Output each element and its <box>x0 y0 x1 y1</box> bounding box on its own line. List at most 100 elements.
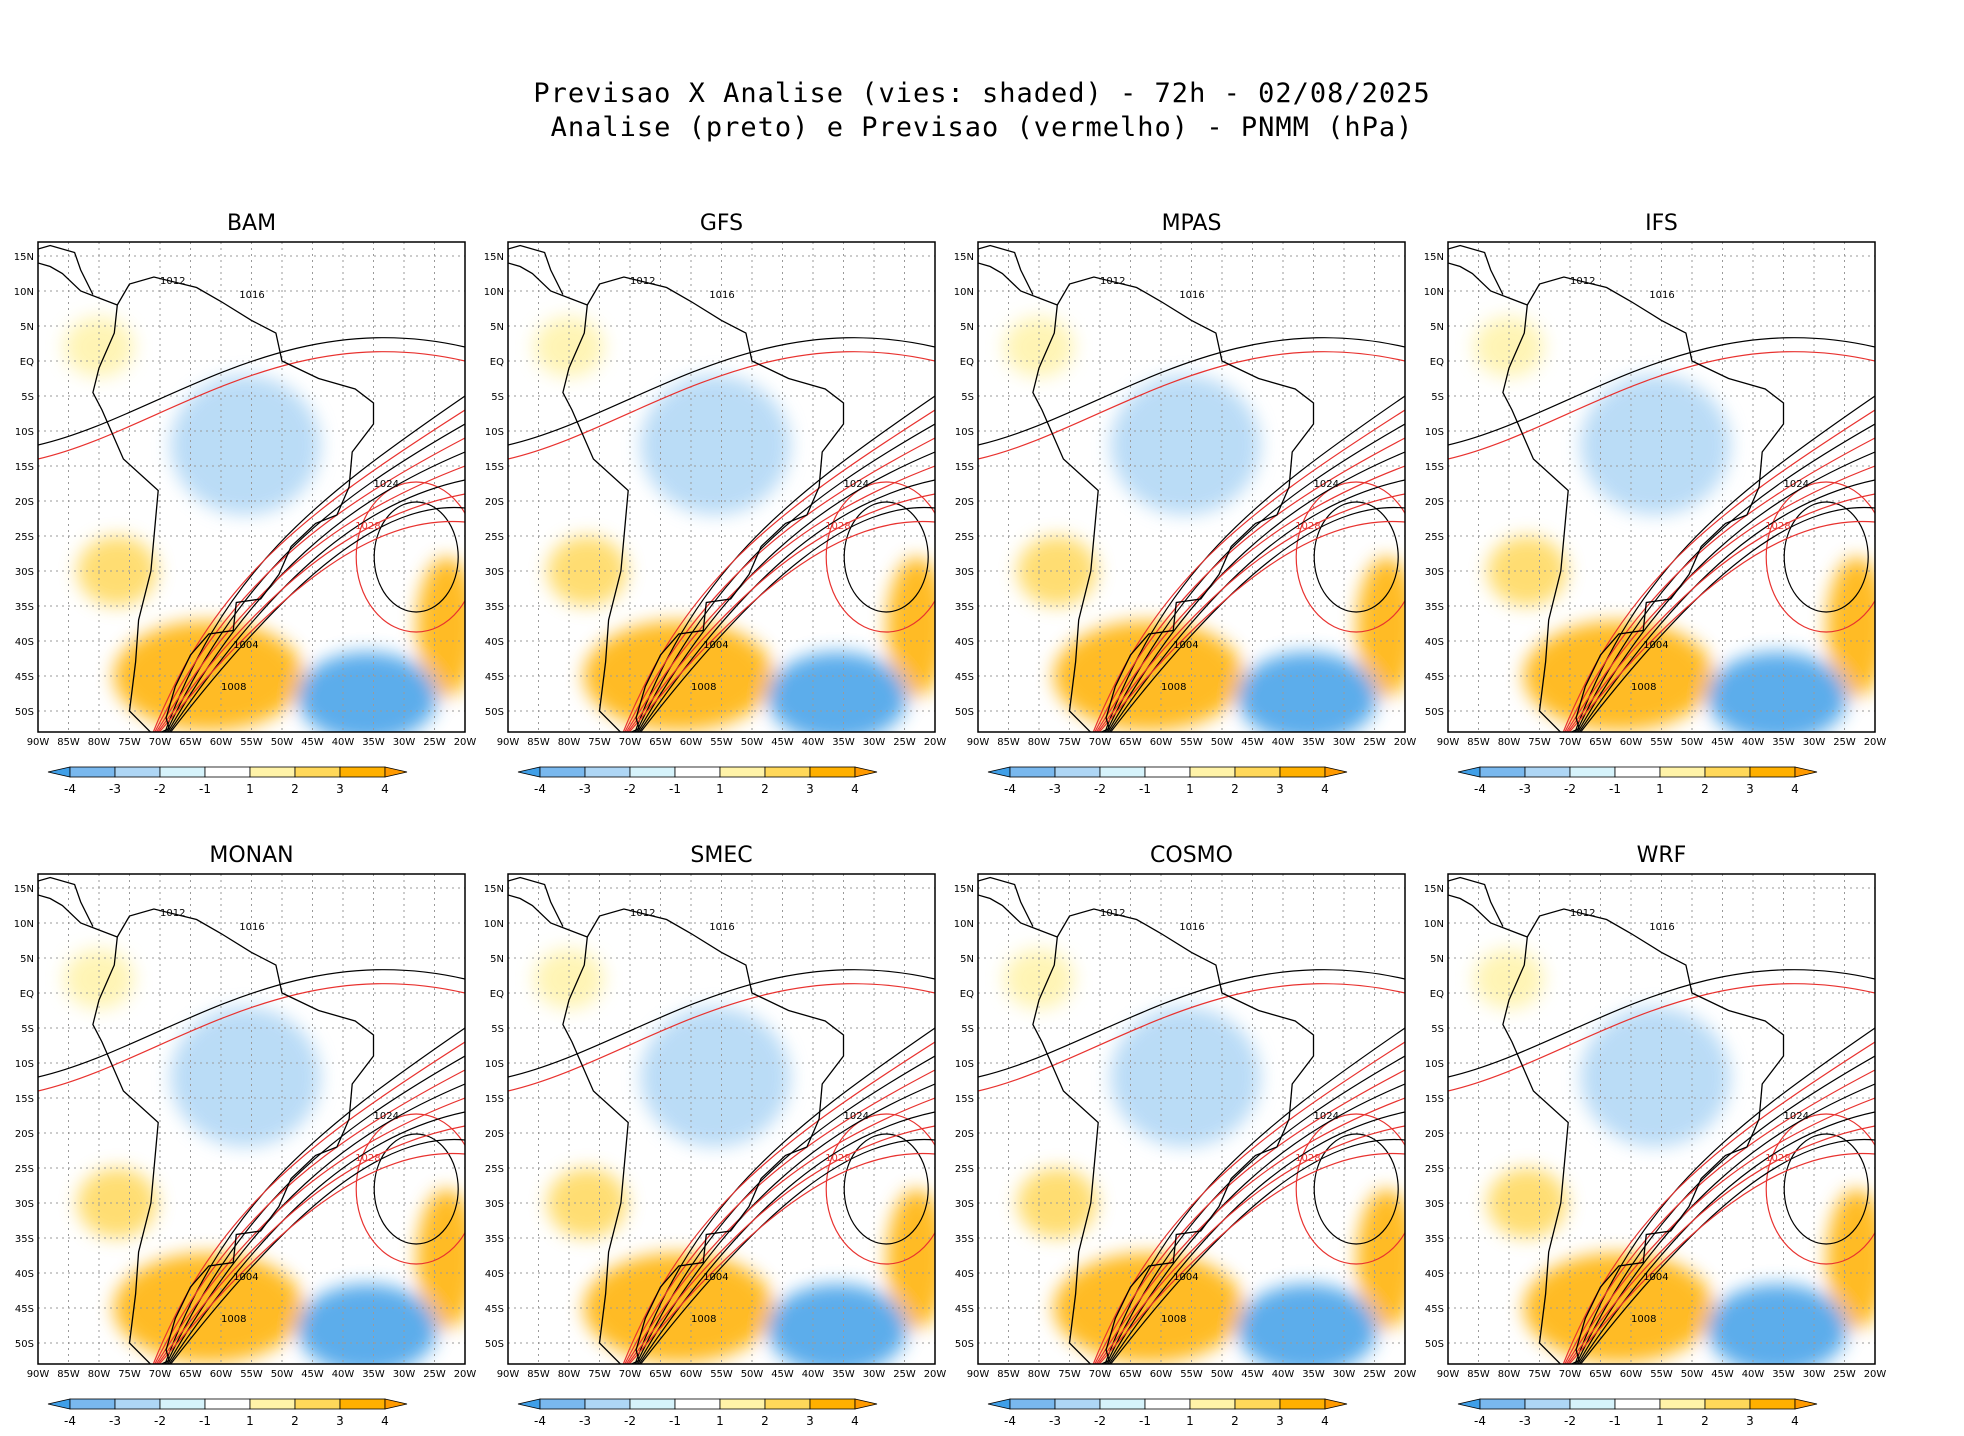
lon-tick-label: 85W <box>57 737 80 748</box>
lon-tick-label: 80W <box>1498 737 1521 748</box>
panel-title: GFS <box>700 211 743 236</box>
lat-tick-label: 20S <box>485 497 504 508</box>
positive-bias-area <box>64 317 134 377</box>
lon-tick-label: 85W <box>997 737 1020 748</box>
colorbar-box <box>114 1398 161 1410</box>
forecast-isobar <box>1097 1125 1405 1364</box>
isobars <box>38 969 465 1364</box>
isobar-label: 1004 <box>703 1272 728 1283</box>
south-america-coastline <box>1502 276 1785 732</box>
isobar-label: 1012 <box>630 908 655 919</box>
lat-tick-label: 40S <box>955 1269 974 1280</box>
forecast-isobar <box>154 1069 465 1364</box>
analysis-isobar <box>1104 1027 1405 1364</box>
lat-tick-label: 35S <box>15 1234 34 1245</box>
colorbar: -4 -3 -2 -1 1 2 3 4 <box>1457 766 1818 796</box>
isobar-label: 1004 <box>703 640 728 651</box>
isobar-label: 1024 <box>374 479 399 490</box>
lon-tick-label: 20W <box>1394 1369 1417 1380</box>
forecast-isobar <box>154 437 465 732</box>
colorbar-box <box>1189 1398 1236 1410</box>
colorbar-label: -4 <box>1474 1414 1486 1428</box>
analysis-isobar <box>1577 451 1875 732</box>
central-america-coastline <box>508 244 588 306</box>
colorbar-arrow-left <box>987 1398 1011 1410</box>
isobar-label: 1012 <box>1570 908 1595 919</box>
central-america-coastline <box>38 876 118 938</box>
colorbar-label: 1 <box>716 782 724 796</box>
isobars <box>1448 337 1875 732</box>
high-pressure-isobar <box>1295 481 1405 633</box>
lat-tick-label: 20S <box>955 1129 974 1140</box>
high-pressure-isobar <box>1765 1113 1875 1265</box>
forecast-isobar <box>1565 1097 1875 1364</box>
lat-tick-label: 10S <box>955 427 974 438</box>
lat-tick-label: 15N <box>484 252 504 263</box>
graticule <box>38 242 465 732</box>
lon-tick-label: 75W <box>588 737 611 748</box>
forecast-isobar <box>628 1152 935 1364</box>
lon-tick-label: 40W <box>1742 737 1765 748</box>
lat-tick-label: 30S <box>955 567 974 578</box>
lat-tick-label: 15S <box>485 462 504 473</box>
isobar-label: 1028 <box>1765 1153 1790 1164</box>
analysis-isobar <box>508 337 935 446</box>
colorbar-box <box>114 766 161 778</box>
isobar-label: 1008 <box>691 682 716 693</box>
colorbar-box <box>1524 766 1571 778</box>
colorbar-arrow-right <box>1794 1398 1818 1410</box>
lat-tick-label: EQ <box>20 357 34 368</box>
negative-bias-area <box>1237 1284 1378 1364</box>
colorbar-label: 4 <box>381 782 389 796</box>
lon-tick-label: 50W <box>271 737 294 748</box>
forecast-isobar <box>1562 409 1875 732</box>
colorbar-label: 3 <box>1746 782 1754 796</box>
colorbar-arrow-right <box>1324 766 1348 778</box>
forecast-isobar <box>622 409 935 732</box>
colorbar-box <box>1614 1398 1661 1410</box>
lon-tick-label: 75W <box>118 737 141 748</box>
negative-bias-area <box>767 1284 908 1364</box>
isobar-label: 1008 <box>221 682 246 693</box>
analysis-isobar <box>978 337 1405 446</box>
colorbar-label: 4 <box>851 1414 859 1428</box>
forecast-isobar <box>624 1069 935 1364</box>
lon-tick-label: 50W <box>271 1369 294 1380</box>
lat-tick-label: 10N <box>484 919 504 930</box>
positive-bias-area <box>886 557 935 697</box>
lat-tick-label: 40S <box>15 637 34 648</box>
colorbar-label: -2 <box>1564 782 1576 796</box>
forecast-isobar <box>627 493 935 732</box>
colorbar-arrow-left <box>1457 1398 1481 1410</box>
south-america-coastline <box>92 908 375 1364</box>
lon-tick-label: 20W <box>454 1369 477 1380</box>
colorbar-box <box>339 1398 386 1410</box>
analysis-isobar <box>164 1027 465 1364</box>
high-pressure-isobar <box>1313 1133 1399 1245</box>
lon-tick-label: 20W <box>1864 1369 1887 1380</box>
positive-bias-area <box>1004 317 1074 377</box>
lon-tick-label: 90W <box>27 737 50 748</box>
lon-tick-label: 55W <box>240 1369 263 1380</box>
lat-tick-label: 45S <box>15 672 34 683</box>
panel-title: MONAN <box>209 843 293 868</box>
analysis-isobar <box>170 506 465 732</box>
lon-tick-label: 40W <box>332 737 355 748</box>
colorbar-label: -1 <box>1609 1414 1621 1428</box>
lat-tick-label: 5S <box>491 1024 504 1035</box>
lat-tick-label: 5S <box>491 392 504 403</box>
lon-tick-label: 80W <box>1028 1369 1051 1380</box>
lat-tick-label: EQ <box>960 357 974 368</box>
lon-tick-label: 50W <box>1211 1369 1234 1380</box>
isobar-label: 1024 <box>1784 1111 1809 1122</box>
south-america-coastline <box>562 908 845 1364</box>
lat-tick-label: 25S <box>15 532 34 543</box>
lon-tick-label: 60W <box>1150 737 1173 748</box>
map-panel-wrf: WRF 1016 1012 1024 1028 1004 1008 15N 10N 5N EQ 5S 1… <box>1424 843 1887 1428</box>
lat-tick-label: 5N <box>20 322 34 333</box>
colorbar-label: -4 <box>1474 782 1486 796</box>
lon-tick-label: 90W <box>497 1369 520 1380</box>
positive-bias-area <box>1826 1189 1875 1329</box>
graticule <box>38 874 465 1364</box>
